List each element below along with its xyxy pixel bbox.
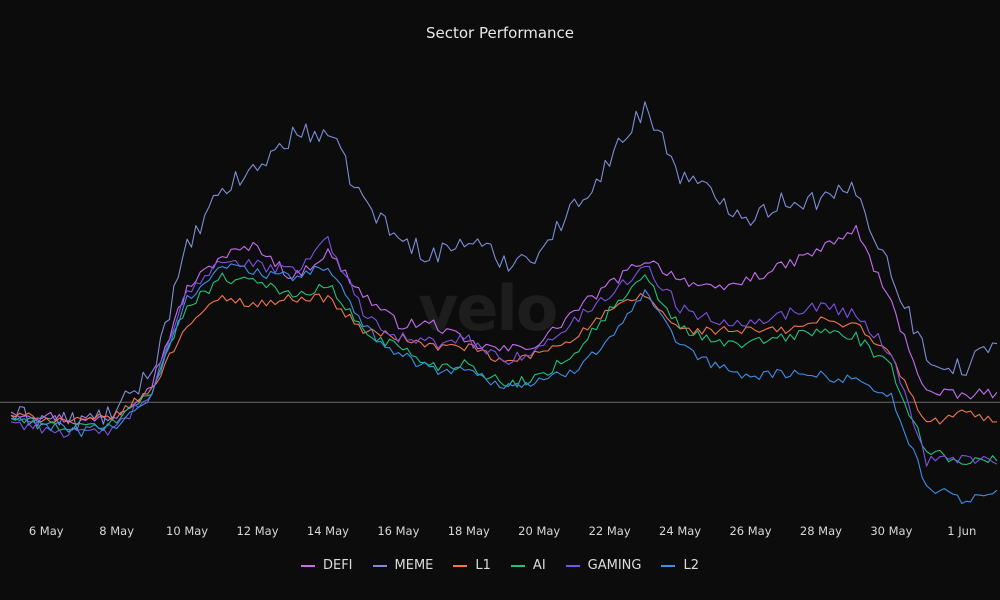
x-tick-label: 22 May (589, 524, 631, 538)
x-tick-label: 28 May (800, 524, 842, 538)
x-tick-label: 24 May (659, 524, 701, 538)
legend-item-defi[interactable]: DEFI (300, 558, 353, 573)
x-tick-label: 30 May (870, 524, 912, 538)
legend-item-l2[interactable]: L2 (661, 558, 699, 573)
x-tick-label: 1 Jun (947, 524, 976, 538)
legend-item-meme[interactable]: MEME (372, 558, 434, 573)
legend-swatch (453, 564, 468, 567)
legend: DEFI MEME L1 AI GAMING L2 (0, 558, 1000, 573)
legend-label: GAMING (587, 558, 642, 573)
x-tick-label: 8 May (99, 524, 134, 538)
x-tick-label: 14 May (307, 524, 349, 538)
x-tick-label: 16 May (377, 524, 419, 538)
legend-label: L1 (475, 558, 491, 573)
legend-swatch (300, 564, 315, 567)
chart-title: Sector Performance (425, 24, 575, 42)
x-tick-label: 6 May (29, 524, 64, 538)
legend-item-ai[interactable]: AI (510, 558, 546, 573)
series-line-gaming (10, 235, 998, 467)
legend-label: MEME (394, 558, 434, 573)
x-tick-label: 10 May (166, 524, 208, 538)
x-tick-label: 26 May (729, 524, 771, 538)
series-line-meme (10, 101, 998, 431)
legend-swatch (372, 564, 387, 567)
series-line-l2 (10, 263, 998, 505)
legend-swatch (510, 564, 525, 567)
legend-swatch (565, 564, 580, 567)
series-line-defi (10, 224, 998, 426)
legend-label: L2 (683, 558, 699, 573)
x-tick-label: 12 May (236, 524, 278, 538)
legend-swatch (661, 564, 676, 567)
x-tick-label: 18 May (448, 524, 490, 538)
x-tick-label: 20 May (518, 524, 560, 538)
legend-label: DEFI (322, 558, 353, 573)
legend-item-l1[interactable]: L1 (453, 558, 491, 573)
series-line-ai (10, 272, 998, 466)
legend-item-gaming[interactable]: GAMING (565, 558, 642, 573)
legend-label: AI (532, 558, 546, 573)
